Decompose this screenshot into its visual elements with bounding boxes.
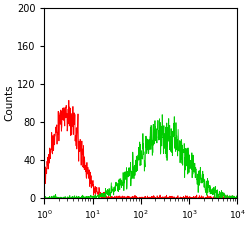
Y-axis label: Counts: Counts: [4, 85, 14, 122]
